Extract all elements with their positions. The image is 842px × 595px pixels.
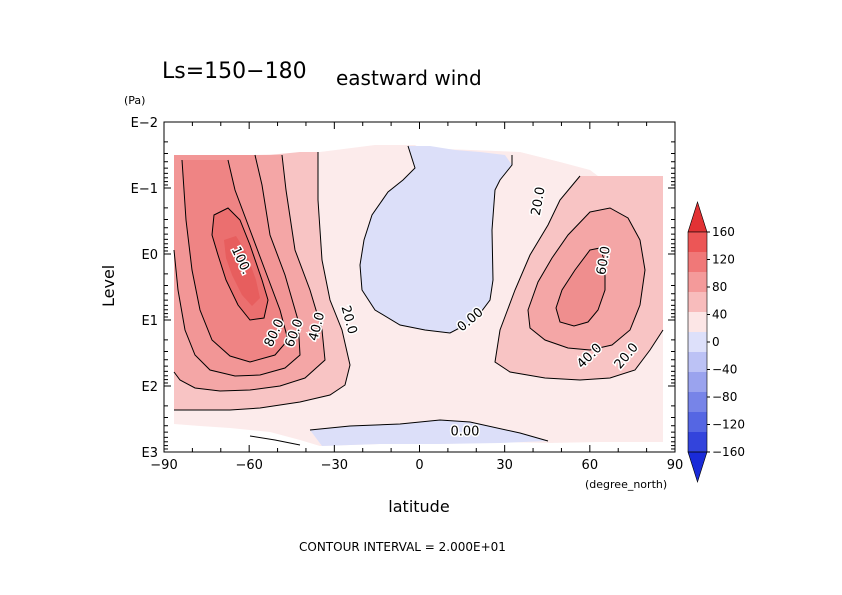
contour-line <box>211 207 269 321</box>
y-axis-label: Level <box>99 265 118 307</box>
colorbar-swatch <box>688 272 707 292</box>
x-tick-label: 30 <box>496 458 513 473</box>
x-axis: −90 −60 −30 0 30 60 90 <box>150 122 683 473</box>
colorbar-label: −160 <box>712 445 745 459</box>
x-unit-label: (degree_north) <box>585 478 667 491</box>
contour-line <box>173 154 326 392</box>
colorbar-swatch <box>688 432 707 452</box>
x-axis-label: latitude <box>388 497 449 516</box>
chart-title: Ls=150−180 <box>162 59 307 84</box>
contour-label: 60.0 <box>594 245 614 276</box>
y-unit-label: (Pa) <box>124 94 145 107</box>
filled-contours <box>174 145 663 446</box>
colorbar-swatch <box>688 392 707 412</box>
colorbar-label: −40 <box>712 363 737 377</box>
y-tick-label: E−2 <box>131 116 158 131</box>
x-tick-label: −30 <box>321 458 348 473</box>
y-tick-label: E2 <box>142 380 159 395</box>
colorbar-bottom-arrow <box>687 451 708 483</box>
y-tick-label: E0 <box>142 248 159 263</box>
contour-line <box>249 435 301 446</box>
contour-label: 20.0 <box>529 186 549 217</box>
colorbar-label: 40 <box>712 308 727 322</box>
field-north-60 <box>556 248 605 326</box>
x-tick-label: 0 <box>415 458 423 473</box>
colorbar-top-arrow <box>687 201 708 233</box>
field-negative-upper <box>360 146 512 333</box>
contour-line <box>555 247 606 327</box>
y-axis: E−2 E−1 E0 E1 E2 E3 <box>131 116 675 461</box>
colorbar-label: 0 <box>712 335 720 349</box>
y-tick-label: E1 <box>142 314 159 329</box>
colorbar-label: 80 <box>712 280 727 294</box>
colorbar-swatch <box>688 412 707 432</box>
x-tick-label: 90 <box>667 458 684 473</box>
colorbar-swatch <box>688 332 707 352</box>
contour-label: 0.00 <box>450 425 479 440</box>
colorbar: 160 120 80 40 0 −40 −80 −120 −160 <box>687 201 745 483</box>
contour-line <box>309 419 549 442</box>
contour-interval-note: CONTOUR INTERVAL = 2.000E+01 <box>299 540 506 554</box>
colorbar-label: 160 <box>712 225 735 239</box>
x-tick-label: −60 <box>235 458 262 473</box>
colorbar-swatch <box>688 232 707 252</box>
contour-line <box>494 175 664 381</box>
chart-subtitle: eastward wind <box>336 66 482 90</box>
colorbar-label: −120 <box>712 418 745 432</box>
colorbar-label: −80 <box>712 390 737 404</box>
contour-lines <box>173 145 664 446</box>
x-tick-label: −90 <box>150 458 177 473</box>
colorbar-swatch <box>688 372 707 392</box>
contour-line <box>173 154 301 377</box>
colorbar-swatch <box>688 352 707 372</box>
contour-line <box>181 159 289 363</box>
colorbar-swatch <box>688 292 707 312</box>
y-tick-label: E3 <box>142 446 159 461</box>
colorbar-label: 120 <box>712 253 735 267</box>
contour-line <box>174 152 351 411</box>
field-south-core <box>224 236 260 306</box>
contour-line <box>527 207 646 351</box>
colorbar-swatch <box>688 312 707 332</box>
contour-line <box>359 145 513 334</box>
colorbar-swatch <box>688 252 707 272</box>
y-tick-label: E−1 <box>131 182 158 197</box>
x-tick-label: 60 <box>582 458 599 473</box>
